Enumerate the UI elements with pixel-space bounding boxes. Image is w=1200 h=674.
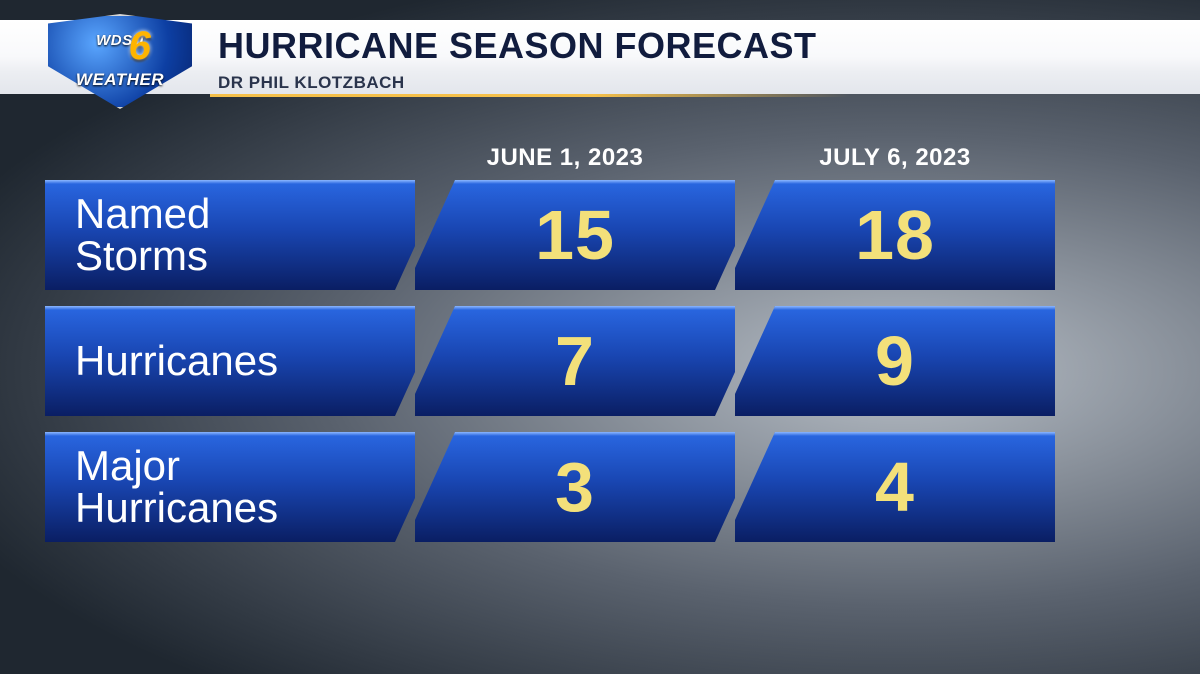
- row-label-cell: NamedStorms: [45, 180, 415, 290]
- page-title: HURRICANE SEASON FORECAST: [218, 25, 817, 67]
- row-value-cell: 15: [415, 180, 735, 290]
- row-label-cell: MajorHurricanes: [45, 432, 415, 542]
- page-subtitle: DR PHIL KLOTZBACH: [218, 73, 405, 93]
- row-value-cell: 18: [735, 180, 1055, 290]
- title-underline: [210, 94, 850, 97]
- row-value: 18: [855, 195, 935, 275]
- row-value: 15: [535, 195, 615, 275]
- row-value-cell: 3: [415, 432, 735, 542]
- row-label: Hurricanes: [75, 340, 278, 382]
- row-value-cell: 4: [735, 432, 1055, 542]
- row-label: MajorHurricanes: [75, 445, 278, 529]
- table-row: Hurricanes 7 9: [45, 306, 1055, 416]
- header-bar: HURRICANE SEASON FORECAST DR PHIL KLOTZB…: [0, 20, 1200, 95]
- table-row: NamedStorms 15 18: [45, 180, 1055, 290]
- row-label: NamedStorms: [75, 193, 210, 277]
- station-logo: WDSU 6 WEATHER: [40, 14, 200, 109]
- logo-channel-text: 6: [110, 24, 170, 69]
- row-label-cell: Hurricanes: [45, 306, 415, 416]
- column-header: JULY 6, 2023: [745, 140, 1045, 176]
- table-header-row: JUNE 1, 2023 JULY 6, 2023: [45, 140, 1055, 180]
- table-row: MajorHurricanes 3 4: [45, 432, 1055, 542]
- forecast-table: JUNE 1, 2023 JULY 6, 2023 NamedStorms 15 1…: [45, 140, 1055, 558]
- row-value: 9: [875, 321, 915, 401]
- logo-tag-text: WEATHER: [40, 70, 200, 90]
- column-header: JUNE 1, 2023: [415, 140, 715, 176]
- row-value: 7: [555, 321, 595, 401]
- row-value-cell: 9: [735, 306, 1055, 416]
- row-value: 4: [875, 447, 915, 527]
- row-value: 3: [555, 447, 595, 527]
- row-value-cell: 7: [415, 306, 735, 416]
